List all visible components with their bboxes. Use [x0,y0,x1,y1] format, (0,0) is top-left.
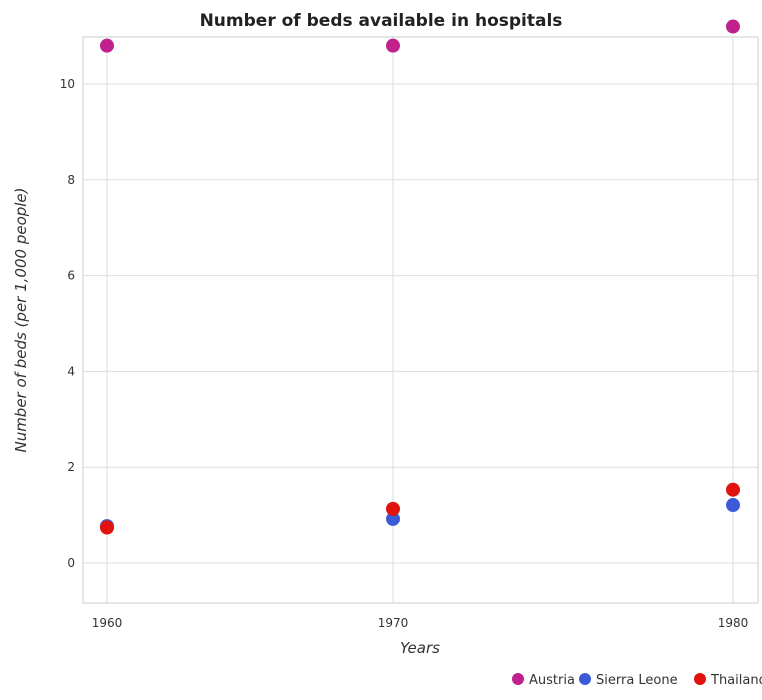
y-tick-label: 6 [67,269,75,283]
data-points [100,19,740,535]
y-tick-label: 10 [60,77,75,91]
point-austria [100,38,114,53]
grid [83,37,758,603]
chart-title: Number of beds available in hospitals [200,11,563,31]
point-sierra-leone [386,511,400,526]
y-tick-label: 0 [67,556,75,570]
point-sierra-leone [726,498,740,513]
x-tick-label: 1970 [378,616,409,630]
point-austria [726,19,740,34]
legend-marker-sierra-leone [579,673,591,685]
point-thailand [726,482,740,497]
y-tick-label: 8 [67,173,75,187]
legend-label-sierra-leone: Sierra Leone [596,673,678,688]
plot-area [82,36,759,604]
legend-label-thailand: Thailand [710,673,762,688]
x-tick-label: 1960 [92,616,123,630]
y-tick-label: 4 [67,364,75,378]
x-tick-label: 1980 [718,616,749,630]
y-tick-label: 2 [67,460,75,474]
y-axis-ticks: 0 2 4 6 8 10 [60,77,75,570]
point-thailand [386,501,400,516]
legend-marker-thailand [694,673,706,685]
legend-label-austria: Austria [529,673,575,688]
legend: Austria Sierra Leone Thailand [512,673,762,688]
legend-marker-austria [512,673,524,685]
point-thailand [100,520,114,535]
point-austria [386,38,400,53]
y-axis-title: Number of beds (per 1,000 people) [12,187,30,452]
x-axis-ticks: 1960 1970 1980 [92,616,749,630]
x-axis-title: Years [400,639,440,657]
